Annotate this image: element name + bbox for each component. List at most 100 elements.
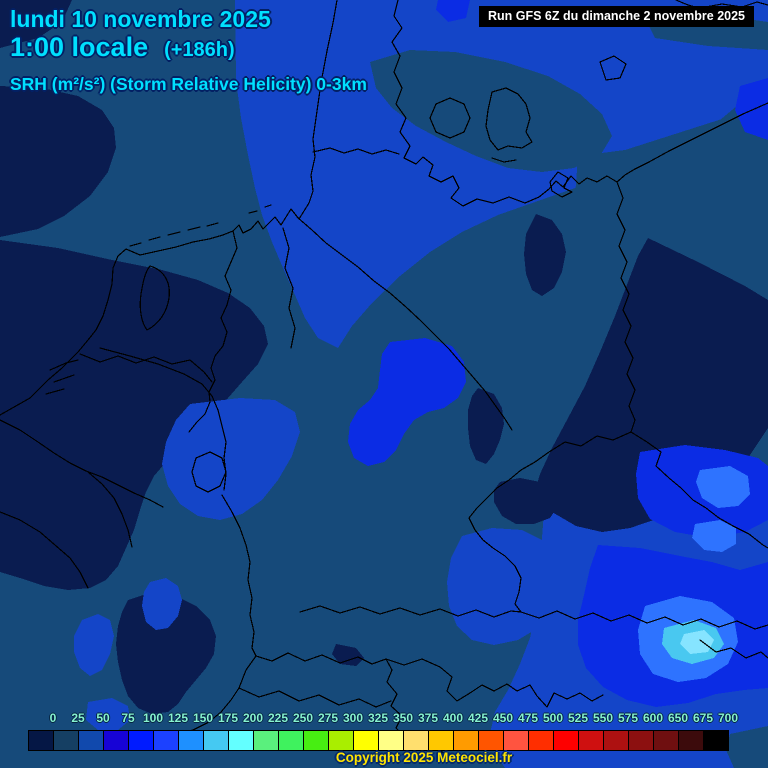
colorbar-cell — [478, 730, 503, 751]
colorbar-cell — [378, 730, 403, 751]
colorbar-cell — [678, 730, 703, 751]
map-region-navy-topleft-corner — [0, 0, 72, 48]
map-region-royal-blob-b — [74, 614, 114, 676]
colorbar-label: 125 — [167, 711, 189, 725]
colorbar-label: 575 — [617, 711, 639, 725]
colorbar-cell — [603, 730, 628, 751]
colorbar-label: 200 — [242, 711, 264, 725]
island-zealand — [485, 87, 533, 151]
colorbar-label: 475 — [517, 711, 539, 725]
border-belgium-france — [0, 419, 164, 508]
header: lundi 10 novembre 2025 1:00 locale (+186h… — [10, 6, 367, 94]
validity-time-row: 1:00 locale (+186h) — [10, 32, 367, 62]
colorbar-label: 400 — [442, 711, 464, 725]
colorbar-label: 150 — [192, 711, 214, 725]
border-denmark-germany — [312, 147, 400, 155]
map-region-navy-topleft — [0, 86, 116, 237]
colorbar-label: 375 — [417, 711, 439, 725]
colorbar-cell — [228, 730, 253, 751]
map-region-teal-bottomright — [726, 726, 768, 768]
map-region-navy-saxony — [468, 388, 504, 464]
colorbar-label: 525 — [567, 711, 589, 725]
colorbar-cell — [103, 730, 128, 751]
ijsselmeer-lake — [139, 265, 170, 331]
colorbar-cell — [653, 730, 678, 751]
river-elbe — [296, 216, 513, 431]
map-region-royal-blob-a — [142, 578, 182, 630]
colorbar-label: 325 — [367, 711, 389, 725]
border-germany-poland — [616, 181, 636, 433]
border-netherlands-germany — [188, 230, 238, 433]
map-region-navy-west — [0, 240, 268, 590]
map-region-teal-denmark — [370, 50, 612, 172]
colorbar-cell — [453, 730, 478, 751]
colorbar-label: 300 — [342, 711, 364, 725]
colorbar-cell — [428, 730, 453, 751]
border-switzerland-west — [180, 655, 257, 736]
parameter-title: SRH (m²/s²) (Storm Relative Helicity) 0-… — [10, 74, 367, 94]
map-region-teal-baltic-band — [574, 104, 768, 258]
colorbar-cell — [153, 730, 178, 751]
colorbar-cell — [128, 730, 153, 751]
border-switzerland-north — [255, 652, 387, 665]
border-france-germany — [221, 494, 257, 657]
river-moselle — [0, 471, 133, 589]
colorbar-cell — [253, 730, 278, 751]
border-czech-austria — [520, 610, 768, 630]
colorbar-label: 250 — [292, 711, 314, 725]
frisian-islands — [129, 204, 272, 247]
colorbar-label: 0 — [49, 711, 57, 725]
map-region-royal-centerleft — [162, 398, 300, 520]
map-region-royal-top — [235, 0, 768, 348]
forecast-offset: (+186h) — [164, 39, 235, 61]
colorbar-cell — [553, 730, 578, 751]
border-austria-switzerland — [385, 658, 407, 739]
border-luxembourg — [191, 451, 227, 493]
colorbar-labels: 0 25 50 75 100 125 150 175 200 225 250 275 300 325 350… — [28, 711, 740, 727]
colorbar-label: 350 — [392, 711, 414, 725]
island-rugen — [549, 171, 573, 198]
colorbar-cell — [403, 730, 428, 751]
colorbar-label: 100 — [142, 711, 164, 725]
colorbar-label: 700 — [717, 711, 739, 725]
coastline-northsea — [0, 0, 338, 416]
colorbar-cell — [178, 730, 203, 751]
colorbar-cell — [303, 730, 328, 751]
map-region-navy-czech — [494, 478, 558, 524]
border-germany-austria — [385, 658, 604, 708]
island-fyn — [429, 97, 471, 139]
map-region-navy-baltic-blob — [524, 214, 566, 296]
colorbar-label: 650 — [667, 711, 689, 725]
map-region-light-east-a — [696, 466, 750, 508]
validity-date: lundi 10 novembre 2025 — [10, 6, 271, 32]
border-czech-east — [630, 431, 768, 549]
colorbar-cell — [353, 730, 378, 751]
map-region-bright-center — [348, 338, 466, 466]
copyright-text: Copyright 2025 Meteociel.fr — [335, 750, 513, 765]
colorbar-cell — [703, 730, 729, 751]
border-austria-hungary — [699, 639, 768, 659]
colorbar-label: 75 — [121, 711, 135, 725]
colorbar-cells — [28, 730, 729, 751]
map-region-bright-top — [436, 0, 470, 22]
map-region-navy-dash — [332, 644, 364, 666]
colorbar-label: 175 — [217, 711, 239, 725]
model-run-box: Run GFS 6Z du dimanche 2 novembre 2025 — [478, 6, 754, 27]
colorbar-cell — [528, 730, 553, 751]
colorbar-label: 225 — [267, 711, 289, 725]
map-region-pale-core — [680, 630, 714, 654]
river-rhine — [99, 347, 227, 491]
colorbar-cell — [28, 730, 53, 751]
map-region-royal-blob-c — [86, 698, 130, 730]
colorbar-cell — [503, 730, 528, 751]
coastline-delta-islands — [45, 359, 79, 395]
colorbar-label: 25 — [71, 711, 85, 725]
colorbar-cell — [628, 730, 653, 751]
river-danube — [299, 605, 522, 618]
border-czech-germany — [468, 431, 632, 613]
colorbar-label: 600 — [642, 711, 664, 725]
border-switzerland-south — [238, 687, 392, 708]
